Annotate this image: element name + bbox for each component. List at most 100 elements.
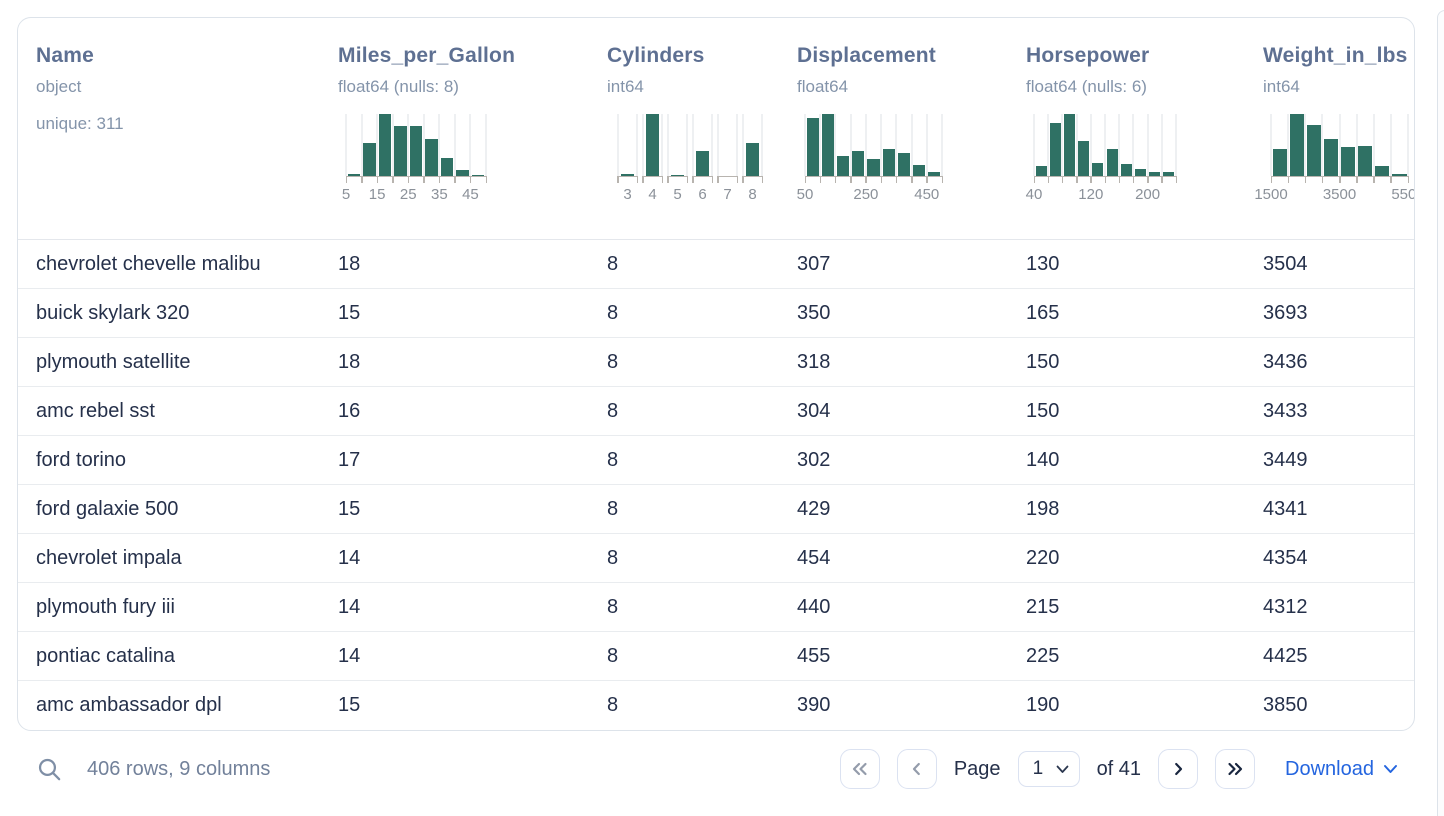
cell-displacement: 350 [797, 301, 831, 324]
cell-miles_per_gallon: 17 [338, 448, 361, 471]
axis-tick-label: 3500 [1322, 186, 1357, 203]
cell-horsepower: 220 [1026, 546, 1060, 569]
page-select[interactable]: 1 [1017, 751, 1080, 787]
axis-tick-label: 200 [1135, 186, 1161, 203]
histogram-bar [1272, 149, 1287, 176]
column-header-miles_per_gallon[interactable]: Miles_per_Gallon float64 (nulls: 8) 5 15 25 3… [338, 44, 607, 239]
cell-weight_in_lbs: 4312 [1263, 595, 1308, 618]
column-name[interactable]: Name [36, 44, 94, 67]
histogram-bar [646, 114, 659, 176]
column-header-cylinders[interactable]: Cylinders int64 3 4 5 6 7 8 [607, 44, 797, 239]
cell-cylinders: 8 [607, 595, 619, 618]
histogram-bar [1375, 166, 1390, 176]
cell-miles_per_gallon: 15 [338, 694, 361, 716]
axis-tick-label: 1500 [1254, 186, 1288, 203]
column-name[interactable]: Cylinders [607, 44, 705, 67]
axis-tick-label: 5500 [1391, 186, 1414, 203]
histogram-bar [409, 126, 423, 176]
cell-weight_in_lbs: 4341 [1263, 497, 1308, 520]
cell-weight_in_lbs: 3449 [1263, 448, 1308, 471]
cell-miles_per_gallon: 16 [338, 399, 361, 422]
histogram-bar [852, 151, 865, 176]
cell-miles_per_gallon: 18 [338, 350, 361, 373]
column-name[interactable]: Displacement [797, 44, 936, 67]
histogram-bar [1063, 114, 1076, 176]
cell-horsepower: 150 [1026, 399, 1060, 422]
status-bar: 406 rows, 9 columns Page 1 of 41 [0, 728, 1444, 810]
axis-tick-label: 15 [368, 186, 386, 203]
column-unique-count: unique: 311 [36, 114, 124, 133]
column-header-displacement[interactable]: Displacement float64 50 250 450 [797, 44, 1026, 239]
cell-weight_in_lbs: 3693 [1263, 301, 1308, 324]
cell-cylinders: 8 [607, 448, 619, 471]
last-page-button[interactable] [1215, 749, 1256, 789]
cell-weight_in_lbs: 3436 [1263, 350, 1308, 373]
cell-displacement: 318 [797, 350, 831, 373]
column-header-horsepower[interactable]: Horsepower float64 (nulls: 6) 40 120 200 [1026, 44, 1263, 239]
download-button[interactable]: Download [1285, 758, 1398, 781]
axis-tick-label: 7 [723, 186, 732, 203]
histogram-bar [806, 117, 819, 176]
histogram-bar [696, 151, 709, 176]
cell-displacement: 429 [797, 497, 831, 520]
cell-miles_per_gallon: 14 [338, 595, 361, 618]
axis-tick-label: 4 [648, 186, 657, 203]
cell-cylinders: 8 [607, 350, 619, 373]
axis-tick-label: 25 [399, 186, 417, 203]
column-header-weight_in_lbs[interactable]: Weight_in_lbs int64 1500 3500 5500 [1254, 44, 1414, 239]
histogram-displacement-histogram: 50 250 450 [797, 114, 943, 206]
cell-miles_per_gallon: 14 [338, 644, 361, 667]
axis-tick-label: 40 [1025, 186, 1043, 203]
histogram-bar [746, 143, 759, 176]
table-row: chevrolet impala 14 8 454 220 4354 [18, 534, 1414, 583]
page-label: Page [953, 757, 1001, 780]
table-row: chevrolet chevelle malibu 18 8 307 130 3504 [18, 240, 1414, 289]
search-icon[interactable] [36, 756, 63, 783]
cell-cylinders: 8 [607, 546, 619, 569]
chevron-down-icon [1383, 764, 1398, 774]
cell-cylinders: 8 [607, 644, 619, 667]
cell-displacement: 302 [797, 448, 831, 471]
cell-cylinders: 8 [607, 497, 619, 520]
table-row: buick skylark 320 15 8 350 165 3693 [18, 289, 1414, 338]
next-page-button[interactable] [1158, 749, 1199, 789]
first-page-button[interactable] [839, 749, 880, 789]
status-bar-left: 406 rows, 9 columns [36, 756, 270, 783]
cell-name: chevrolet chevelle malibu [36, 252, 261, 275]
cell-cylinders: 8 [607, 252, 619, 275]
axis-tick-label: 450 [914, 186, 940, 203]
table-row: amc rebel sst 16 8 304 150 3433 [18, 387, 1414, 436]
table-body: chevrolet chevelle malibu 18 8 307 130 3504 bu… [18, 240, 1414, 730]
histogram-bar [1358, 145, 1373, 176]
cell-name: ford galaxie 500 [36, 497, 179, 520]
download-label: Download [1285, 757, 1374, 780]
column-name[interactable]: Miles_per_Gallon [338, 44, 516, 67]
histogram-bar [1078, 140, 1090, 176]
cell-horsepower: 225 [1026, 644, 1060, 667]
cell-name: pontiac catalina [36, 644, 175, 667]
prev-page-button[interactable] [896, 749, 937, 789]
cell-weight_in_lbs: 3504 [1263, 252, 1308, 275]
histogram-bar [1289, 114, 1304, 176]
table-row: plymouth satellite 18 8 318 150 3436 [18, 338, 1414, 387]
cell-name: amc rebel sst [36, 399, 155, 422]
histogram-bar [363, 143, 376, 176]
table-row: ford galaxie 500 15 8 429 198 4341 [18, 485, 1414, 534]
column-header-name[interactable]: Name object unique: 311 [36, 44, 338, 239]
column-type: float64 [797, 77, 849, 96]
cell-cylinders: 8 [607, 694, 619, 716]
column-name[interactable]: Weight_in_lbs [1263, 44, 1408, 67]
cell-horsepower: 150 [1026, 350, 1060, 373]
column-name[interactable]: Horsepower [1026, 44, 1150, 67]
histogram-bar [1035, 166, 1047, 176]
histogram-bar [867, 158, 880, 176]
cell-miles_per_gallon: 14 [338, 546, 361, 569]
table-row: amc ambassador dpl 15 8 390 190 3850 [18, 681, 1414, 730]
cell-displacement: 304 [797, 399, 831, 422]
cell-horsepower: 130 [1026, 252, 1060, 275]
chevron-down-icon [1056, 765, 1069, 774]
cell-name: plymouth satellite [36, 350, 191, 373]
cell-horsepower: 140 [1026, 448, 1060, 471]
